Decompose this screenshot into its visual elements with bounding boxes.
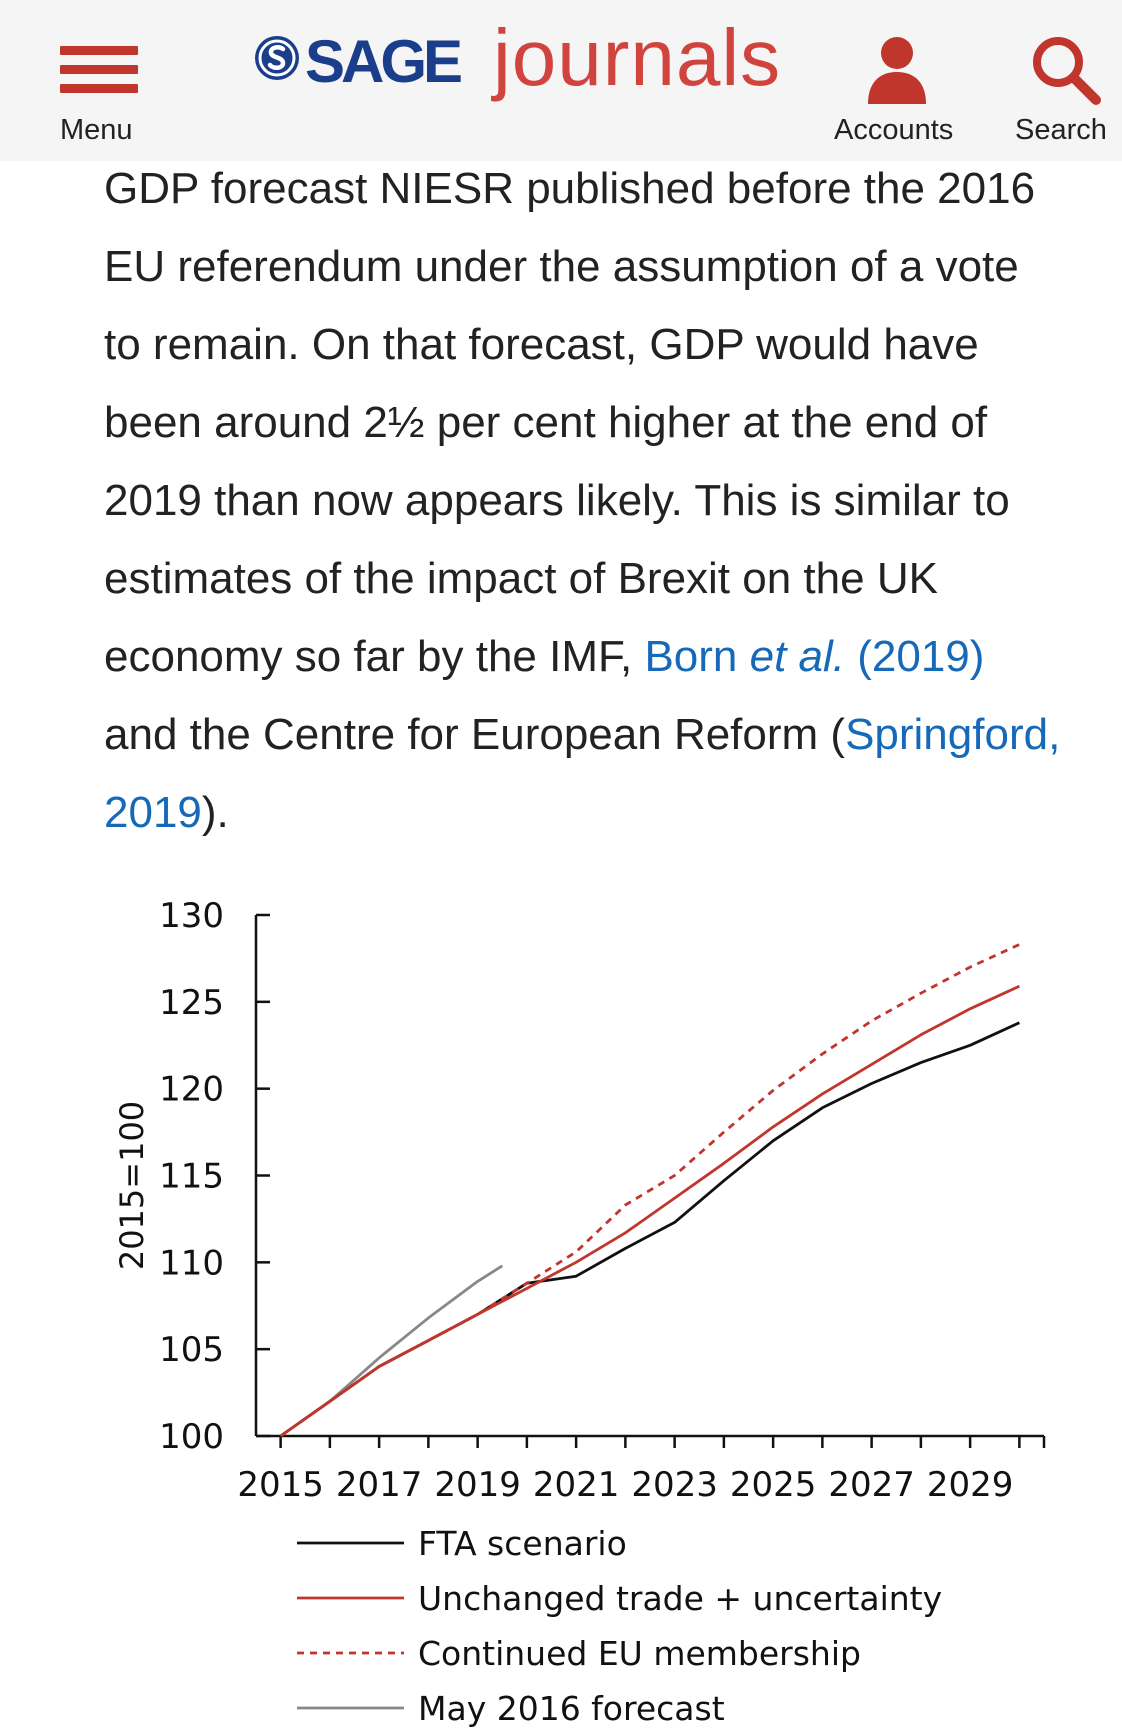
citation-link-born[interactable]: Born et al. (2019) — [644, 632, 985, 681]
legend-label: May 2016 forecast — [418, 1689, 725, 1728]
x-tick-label: 2025 — [730, 1465, 817, 1505]
series-line-2 — [279, 943, 1020, 1438]
y-tick-label: 110 — [159, 1243, 224, 1283]
sage-seal-icon — [255, 36, 299, 80]
y-axis-label: 2015=100 — [113, 1101, 151, 1270]
user-icon — [868, 37, 926, 104]
y-tick-label: 105 — [159, 1330, 224, 1370]
series-line-3 — [328, 1264, 504, 1403]
article-paragraph: GDP forecast NIESR published before the … — [104, 150, 1064, 852]
x-tick-label: 2029 — [927, 1465, 1014, 1505]
accounts-button[interactable]: Accounts — [830, 34, 964, 149]
accounts-label: Accounts — [834, 114, 954, 146]
legend-label: Continued EU membership — [418, 1634, 861, 1673]
y-tick-label: 125 — [159, 983, 224, 1023]
menu-button[interactable]: Menu — [58, 46, 142, 146]
series-line-0 — [279, 1021, 1020, 1438]
logo-sage-text: SAGE — [305, 28, 463, 95]
gdp-line-chart: 100 105 110 115 120 125 130 2015 2017 2019 2021 202… — [113, 896, 1046, 1728]
x-tick-label: 2017 — [336, 1465, 423, 1505]
hamburger-icon — [60, 46, 138, 106]
gdp-figure: 100 105 110 115 120 125 130 2015 2017 2019 2021 202… — [0, 880, 1122, 1736]
series-line-1 — [279, 984, 1020, 1438]
search-icon — [1033, 37, 1101, 105]
y-tick-label: 120 — [159, 1070, 224, 1110]
x-tick-label: 2019 — [434, 1465, 521, 1505]
article-text-3: ). — [201, 788, 229, 837]
logo-journals-text: journals — [493, 13, 782, 102]
y-tick-label: 100 — [159, 1417, 224, 1457]
search-label: Search — [1015, 114, 1107, 146]
x-tick-label: 2023 — [631, 1465, 718, 1505]
y-tick-label: 130 — [159, 896, 224, 936]
citation-link-springford[interactable]: Springford, 2019 — [104, 710, 1061, 837]
x-tick-label: 2021 — [533, 1465, 620, 1505]
site-header: Menu SAGE journals Accounts Search — [0, 0, 1122, 161]
x-tick-label: 2015 — [237, 1465, 324, 1505]
article-text-2: and the Centre for European Reform ( — [104, 710, 846, 759]
sage-journals-logo[interactable]: SAGE journals — [253, 16, 793, 102]
y-tick-label: 115 — [159, 1157, 224, 1197]
article-text: GDP forecast NIESR published before the … — [104, 164, 1036, 681]
menu-label: Menu — [60, 114, 133, 146]
legend-label: FTA scenario — [418, 1524, 627, 1563]
search-button[interactable]: Search — [1010, 34, 1122, 149]
x-tick-label: 2027 — [828, 1465, 915, 1505]
legend-label: Unchanged trade + uncertainty — [418, 1579, 942, 1618]
